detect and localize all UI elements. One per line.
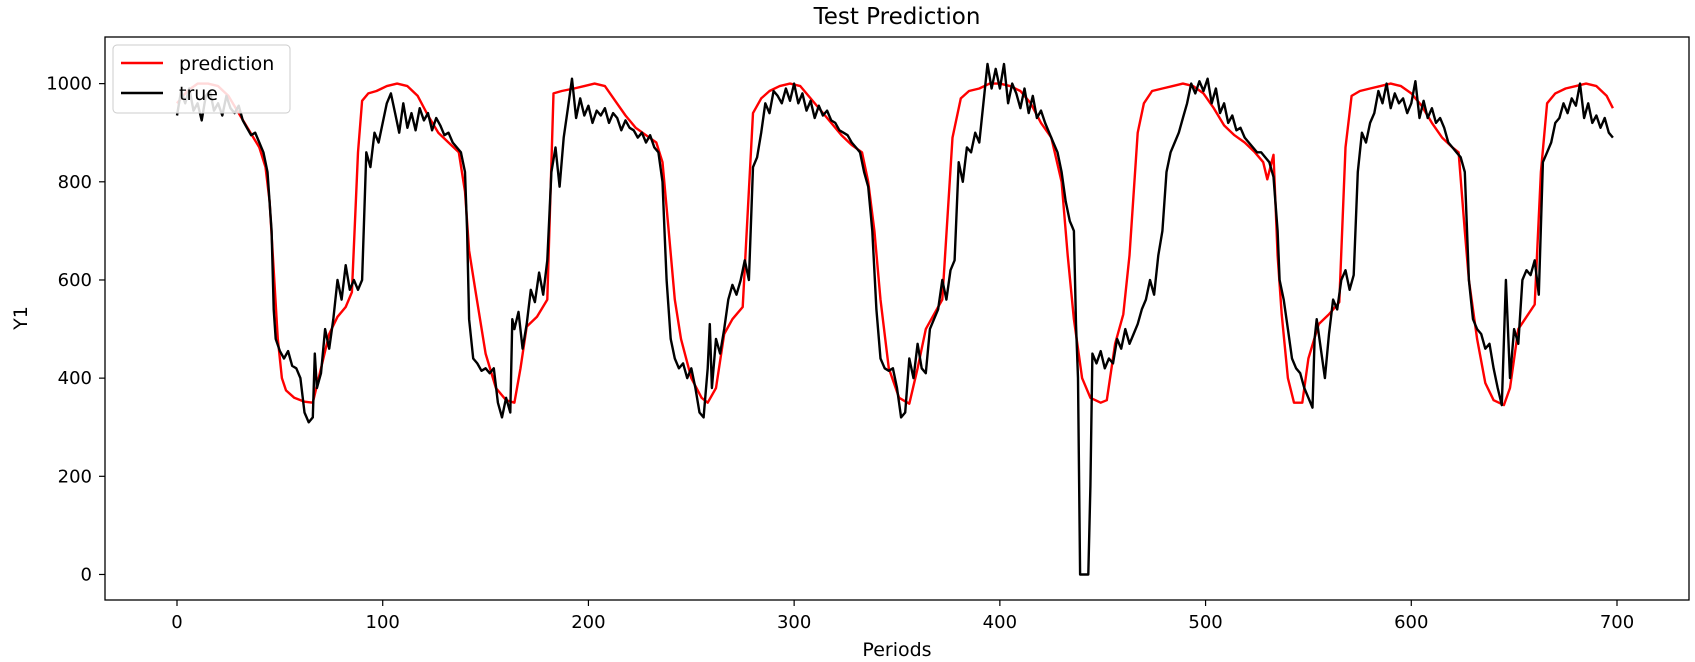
legend-label-prediction: prediction: [179, 53, 274, 75]
x-tick-label: 100: [366, 612, 400, 633]
y-axis-title: Y1: [10, 306, 32, 331]
y-tick-label: 600: [58, 270, 92, 291]
x-tick-label: 400: [983, 612, 1017, 633]
x-axis: 0 100 200 300 400 500 600 700: [171, 600, 1634, 633]
y-tick-label: 0: [81, 564, 92, 585]
y-tick-label: 1000: [46, 74, 92, 95]
y-tick-label: 400: [58, 368, 92, 389]
legend: prediction true: [112, 44, 291, 114]
x-tick-label: 200: [571, 612, 605, 633]
series-line-true: [175, 62, 1614, 576]
y-tick-label: 200: [58, 466, 92, 487]
legend-label-true: true: [179, 83, 218, 105]
y-axis: 0 200 400 600 800 1000: [46, 74, 105, 585]
x-tick-label: 500: [1188, 612, 1222, 633]
series-layer: [175, 62, 1614, 576]
plot-frame: [104, 36, 1690, 601]
x-tick-label: 300: [777, 612, 811, 633]
x-tick-label: 700: [1600, 612, 1634, 633]
y-tick-label: 800: [58, 172, 92, 193]
series-line-prediction: [176, 82, 1614, 407]
x-tick-label: 0: [171, 612, 182, 633]
x-tick-label: 600: [1394, 612, 1428, 633]
x-axis-title: Periods: [862, 639, 931, 661]
chart-title: Test Prediction: [813, 4, 981, 30]
